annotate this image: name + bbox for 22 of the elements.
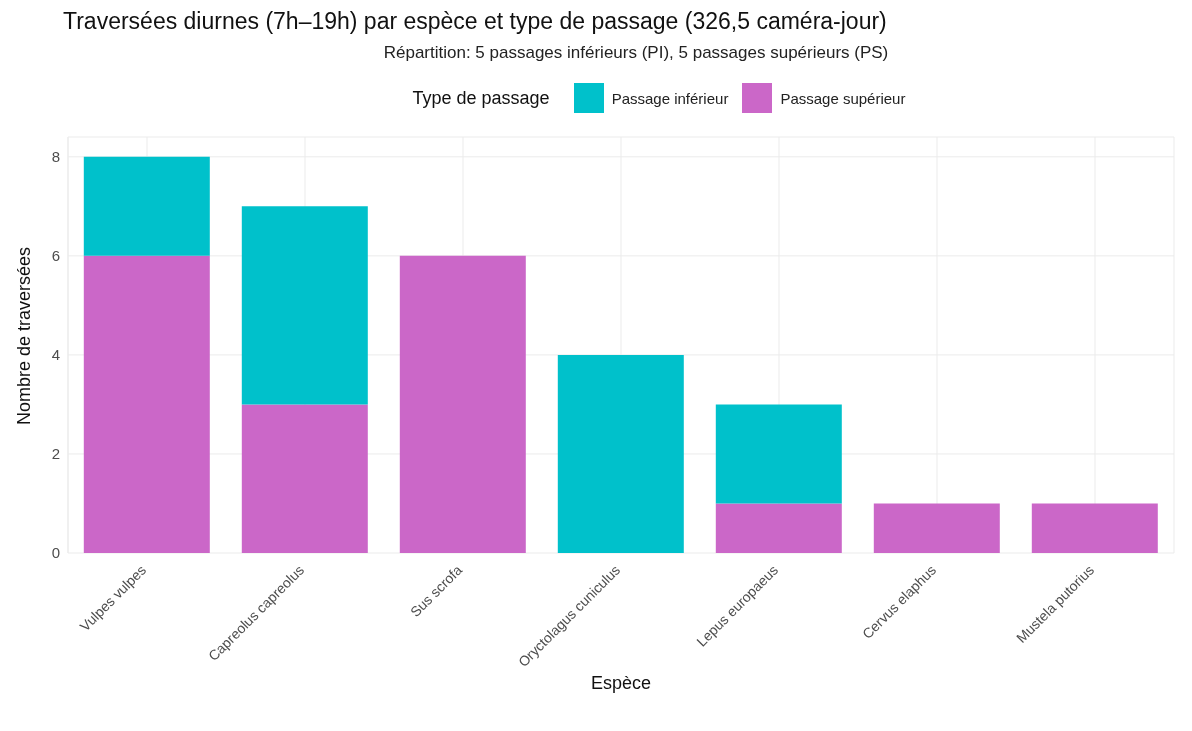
y-axis-title: Nombre de traversées [14,246,35,425]
bar [557,354,684,553]
y-tick-label: 6 [51,247,60,265]
bar [873,503,1000,553]
x-axis-title: Espèce [590,673,652,693]
y-tick-label: 4 [51,346,60,364]
legend-label: Passage supérieur [780,89,906,107]
bar [83,255,210,553]
chart-title: Traversées diurnes (7h–19h) par espèce et type de passage (326,5 caméra-jour) [63,8,888,35]
bar [241,206,368,405]
bar [399,255,526,553]
bar [83,156,210,256]
legend-label: Passage inférieur [611,89,729,107]
bar [715,404,842,504]
chart-subtitle: Répartition: 5 passages inférieurs (PI), 5 passages supérieurs (PS) [382,43,890,63]
y-tick-label: 2 [51,445,60,463]
bar [715,503,842,553]
legend-title: Type de passage [412,87,550,109]
y-tick-label: 0 [51,544,60,562]
bar [241,404,368,553]
y-tick-label: 8 [51,148,60,166]
bar [1031,503,1158,553]
